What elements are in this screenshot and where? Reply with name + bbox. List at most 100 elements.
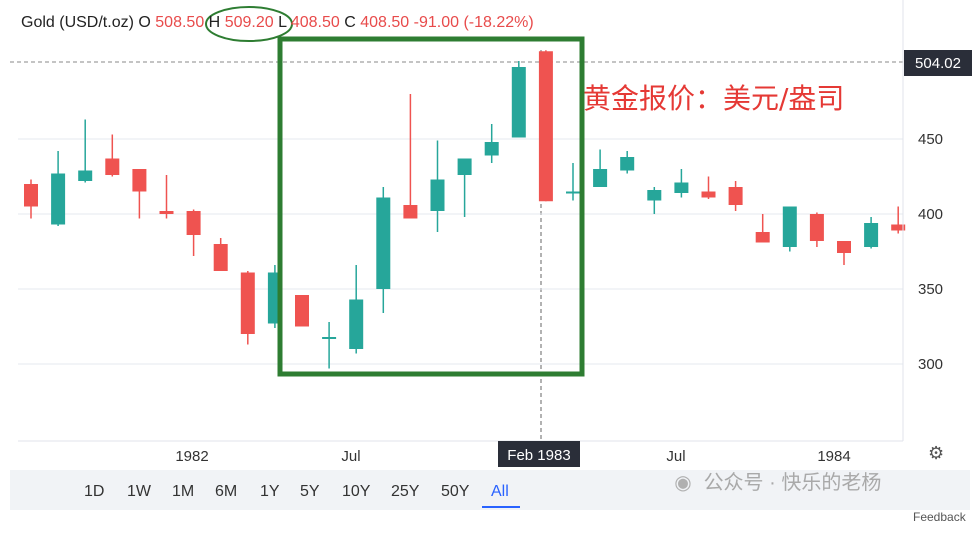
tf-all[interactable]: All [491,483,509,500]
candle-body [78,170,93,181]
candle [322,322,337,369]
candle [566,163,580,201]
tf-1d[interactable]: 1D [84,483,105,500]
candle [24,179,38,219]
candle-body [538,51,553,202]
candle [240,271,255,345]
candle-body [349,299,364,349]
tf-5y[interactable]: 5Y [300,483,320,500]
candle-body [457,158,472,175]
candle [511,61,526,138]
candle-body [809,214,824,241]
x-tick-label: 1984 [817,448,850,465]
candle [349,265,364,354]
candle-body [322,337,337,339]
tf-1y[interactable]: 1Y [260,483,280,500]
y-tick-label: 400 [918,206,943,223]
candle [213,238,228,271]
tf-50y[interactable]: 50Y [441,483,470,500]
candle [51,151,66,226]
feedback-link[interactable]: Feedback [913,510,966,524]
tf-1w[interactable]: 1W [127,483,151,500]
candle [484,124,499,163]
candle [159,175,174,219]
candle-body [728,187,743,205]
candle-body [295,295,309,327]
ohlc-legend: Gold (USD/t.oz) O 508.50 H 509.20 L 408.… [21,14,534,32]
candle-body [837,241,851,253]
annotation-text: 黄金报价：美元/盎司 [583,82,844,115]
candle [891,206,906,234]
candle-body [105,158,120,175]
x-tick-label: 1982 [175,448,208,465]
candle [728,181,743,211]
crosshair-date: Feb 1983 [507,447,570,464]
candle [403,94,418,219]
candle-body [511,67,526,138]
high-value: 509.20 [224,14,274,31]
open-label: O [138,14,151,31]
change-value: -91.00 (-18.22%) [413,14,534,31]
candle-body [376,197,391,289]
tf-25y[interactable]: 25Y [391,483,420,500]
candle-body [674,182,689,193]
y-axis-ticks: 300 350 400 450 [918,131,943,373]
candle-body [647,190,662,201]
candle-body [51,173,66,225]
candle [782,206,797,252]
x-tick-label: Jul [666,448,685,465]
y-tick-label: 300 [918,356,943,373]
low-label: L [278,14,287,31]
candle [837,241,851,265]
candle-body [24,184,38,207]
watermark: ◉ 公众号 · 快乐的老杨 [668,466,881,495]
crosshair-date-bg [498,441,580,467]
candle-body [159,211,174,214]
x-tick-label: Jul [341,448,360,465]
candle [701,176,716,199]
candle-body [240,272,255,334]
watermark-text: 公众号 · 快乐的老杨 [703,472,882,494]
candle-body [132,169,147,192]
candle [674,169,689,198]
candle [620,151,635,174]
tf-1m[interactable]: 1M [172,483,195,500]
active-tab-underline [482,506,520,508]
candle-body [864,223,879,247]
candle [430,140,445,232]
high-label: H [208,14,221,31]
symbol-name: Gold (USD/t.oz) [21,14,134,31]
y-tick-label: 350 [918,281,943,298]
candle [295,295,309,327]
candle [647,187,662,214]
candle-body [566,191,580,194]
candle-body [701,191,716,198]
price-tag: 504.02 [915,55,961,72]
low-value: 408.50 [290,14,340,31]
tf-10y[interactable]: 10Y [342,483,371,500]
candle [132,169,147,219]
candle [457,158,472,217]
x-axis-ticks: 1982 Jul Jul 1984 [175,448,850,465]
candle [864,217,879,249]
y-tick-label: 450 [918,131,943,148]
timeframe-bar [10,470,970,510]
candle [809,212,824,247]
gear-icon[interactable]: ⚙ [928,443,945,463]
high-value-ellipse [205,6,293,42]
price-tag-bg [904,50,972,76]
close-label: C [344,14,356,31]
candle-body [620,157,635,171]
candle-body [430,179,445,211]
close-value: 408.50 [360,14,410,31]
candles [24,50,906,369]
highlight-box [277,36,585,377]
candle-body [484,142,499,156]
candle-body [755,232,770,243]
candle [105,134,120,177]
open-value: 508.50 [155,14,205,31]
candle [593,149,608,187]
tf-6m[interactable]: 6M [215,483,238,500]
